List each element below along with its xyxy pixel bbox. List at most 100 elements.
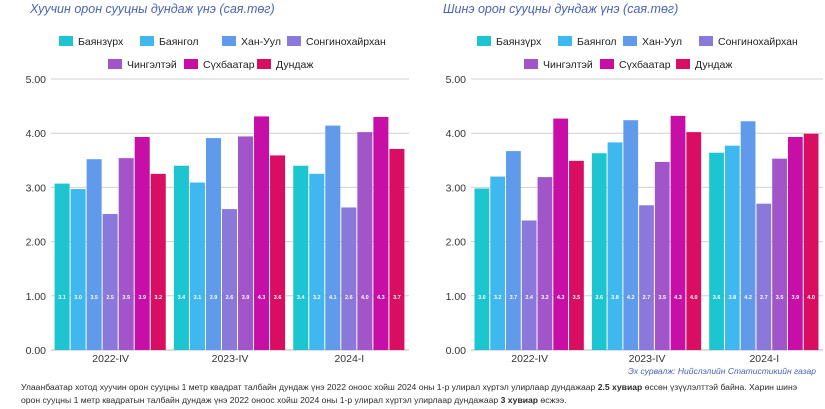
bar-data-label: 3.9 — [138, 295, 146, 301]
bar-data-label: 3.6 — [274, 295, 282, 301]
bar — [54, 183, 70, 350]
bar — [309, 173, 325, 350]
y-tick-label: 2.00 — [26, 237, 47, 249]
bar — [740, 121, 756, 350]
bar-data-label: 3.5 — [90, 295, 98, 301]
bar-data-label: 3.4 — [178, 295, 187, 301]
bar — [803, 133, 819, 350]
x-tick-label: 2024-I — [334, 353, 364, 365]
bar — [325, 125, 341, 350]
legend-label: Хан-Уул — [642, 36, 682, 48]
legend-label: Сонгинохайрхан — [306, 36, 386, 48]
bar-data-label: 2.4 — [525, 295, 534, 301]
bar-data-label: 3.9 — [792, 295, 800, 301]
bar-data-label: 3.6 — [595, 295, 603, 301]
legend-swatch — [699, 36, 713, 46]
bar-data-label: 3.5 — [122, 295, 130, 301]
bar-data-label: 3.9 — [242, 295, 250, 301]
bar — [670, 115, 686, 350]
bar-data-label: 4.2 — [627, 295, 635, 301]
bar-data-label: 4.3 — [258, 295, 266, 301]
bar — [490, 176, 506, 350]
bar-data-label: 3.2 — [541, 295, 549, 301]
chart-title-1: Хуучин орон сууцны дундаж үнэ (сая.төг) — [29, 2, 275, 16]
legend-label: Дундаж — [695, 59, 732, 71]
legend-swatch — [257, 59, 271, 69]
source-note: Эх сурвалж: Нийслэлийн Статистикийн газа… — [628, 366, 816, 376]
bar-data-label: 3.9 — [210, 295, 218, 301]
bar — [756, 203, 772, 350]
bar-data-label: 2.5 — [106, 295, 114, 301]
legend-swatch — [184, 59, 198, 69]
bar — [553, 118, 569, 350]
bar-data-label: 2.6 — [345, 295, 353, 301]
footnote-part-1: Улаанбаатар хотод хуучин орон сууцны 1 м… — [21, 382, 598, 392]
legend-label: Сонгинохайрхан — [718, 36, 798, 48]
legend-swatch — [676, 59, 690, 69]
y-tick-label: 3.00 — [446, 182, 467, 194]
y-tick-label: 0.00 — [26, 345, 47, 357]
bar-data-label: 3.7 — [510, 295, 518, 301]
bar — [654, 161, 670, 350]
bar — [709, 152, 724, 350]
x-tick-label: 2024-I — [749, 353, 779, 365]
bar-data-label: 3.6 — [713, 295, 721, 301]
bar — [134, 136, 150, 350]
bar — [787, 136, 803, 350]
x-tick-label: 2023-IV — [212, 353, 249, 365]
bar-data-label: 3.2 — [154, 295, 162, 301]
y-tick-label: 3.00 — [26, 182, 47, 194]
bar — [724, 145, 740, 350]
bar — [102, 213, 118, 350]
bar-data-label: 3.5 — [776, 295, 784, 301]
legend-swatch — [222, 36, 236, 46]
bar — [118, 158, 134, 350]
y-tick-label: 2.00 — [446, 237, 467, 249]
legend-label: Чингэлтэй — [127, 59, 177, 71]
y-tick-label: 4.00 — [446, 128, 467, 140]
bar-data-label: 4.3 — [557, 295, 565, 301]
bar-data-label: 2.7 — [643, 295, 651, 301]
y-tick-label: 1.00 — [26, 291, 47, 303]
legend-label: Хан-Уул — [241, 36, 281, 48]
legend-label: Баянгол — [577, 36, 617, 48]
legend-swatch — [524, 59, 538, 69]
bar — [639, 205, 654, 350]
bar — [86, 159, 102, 350]
bar-data-label: 3.1 — [58, 295, 66, 301]
bar-data-label: 3.2 — [313, 295, 321, 301]
bar — [173, 165, 189, 350]
bar — [341, 207, 357, 350]
y-tick-label: 5.00 — [446, 74, 467, 86]
bar-data-label: 3.2 — [494, 295, 502, 301]
footnote-bold-2: 3 хувиар — [500, 394, 539, 405]
bar-data-label: 3.5 — [658, 295, 666, 301]
footnote-text: Улаанбаатар хотод хуучин орон сууцны 1 м… — [21, 381, 811, 406]
y-tick-label: 1.00 — [446, 291, 467, 303]
footnote-part-3: өсжээ. — [538, 394, 567, 405]
bar-data-label: 3.8 — [728, 295, 736, 301]
bar-data-label: 3.5 — [573, 295, 581, 301]
bar — [607, 142, 623, 350]
legend-label: Сүхбаатар — [203, 59, 255, 71]
bar-data-label: 2.6 — [226, 295, 234, 301]
bar — [357, 132, 373, 350]
bar-data-label: 4.3 — [377, 295, 385, 301]
legend-swatch — [59, 36, 73, 46]
bar — [474, 188, 490, 350]
bar — [521, 220, 537, 350]
y-tick-label: 4.00 — [26, 128, 47, 140]
bar-data-label: 3.8 — [611, 295, 619, 301]
bar — [506, 151, 521, 350]
x-tick-label: 2022-IV — [511, 353, 548, 365]
bar-data-label: 4.2 — [744, 295, 752, 301]
legend-label: Баянгол — [159, 36, 199, 48]
legend-label: Баянзүрх — [496, 36, 542, 48]
x-tick-label: 2023-IV — [629, 353, 666, 365]
bar — [221, 209, 238, 350]
bar-data-label: 4.0 — [361, 295, 369, 301]
footnote-part-2: өссөн үзүүлэлттэй байна. Харин шинэ орон… — [21, 382, 798, 405]
bar-data-label: 2.7 — [760, 295, 768, 301]
legend-swatch — [287, 36, 301, 46]
